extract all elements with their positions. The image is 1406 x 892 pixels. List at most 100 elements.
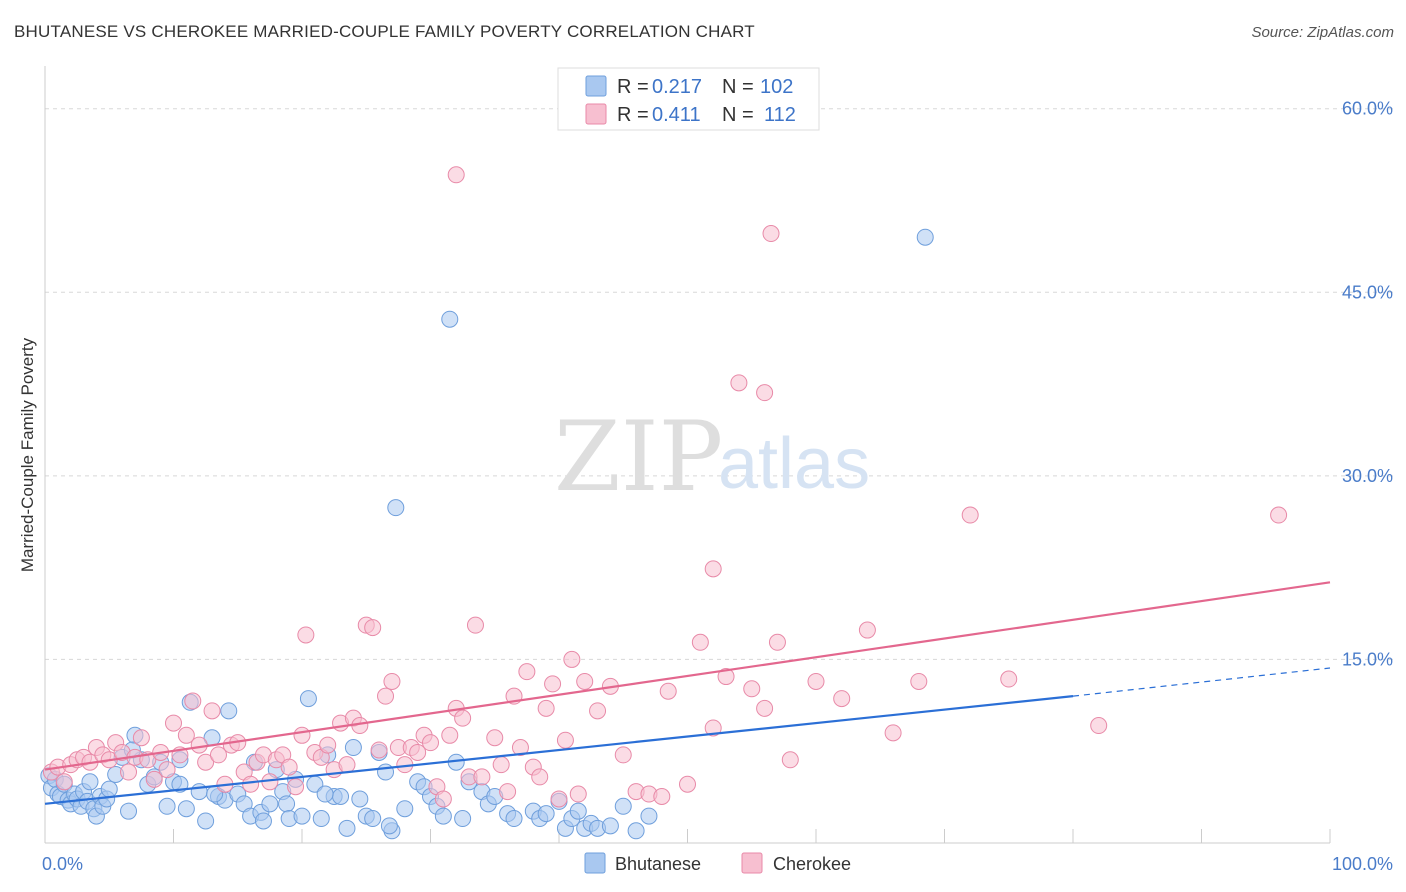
point-cherokee bbox=[441, 726, 459, 744]
point-cherokee bbox=[158, 761, 176, 779]
bottom-legend-label-bhutanese: Bhutanese bbox=[615, 854, 701, 874]
point-cherokee bbox=[961, 506, 979, 524]
point-cherokee bbox=[132, 729, 150, 747]
point-cherokee bbox=[518, 663, 536, 681]
x-tick-label: 0.0% bbox=[42, 854, 83, 874]
legend-r-value-cherokee: 0.411 bbox=[652, 104, 701, 126]
point-bhutanese bbox=[441, 310, 459, 328]
point-cherokee bbox=[499, 783, 517, 801]
point-bhutanese bbox=[505, 810, 523, 828]
point-cherokee bbox=[486, 729, 504, 747]
point-bhutanese bbox=[344, 739, 362, 757]
point-cherokee bbox=[370, 741, 388, 759]
point-cherokee bbox=[203, 702, 221, 720]
point-bhutanese bbox=[380, 817, 398, 835]
legend-n-label-cherokee: N = bbox=[722, 104, 754, 126]
legend-r-label-cherokee: R = bbox=[617, 104, 649, 126]
legend-n-value-cherokee: 112 bbox=[764, 104, 796, 126]
trendline-cherokee bbox=[44, 581, 1331, 771]
point-cherokee bbox=[756, 384, 774, 402]
bottom-legend-swatch-cherokee bbox=[741, 852, 763, 874]
axes-layer: 15.0% 30.0% 45.0% 60.0% 0.0% 100.0% bbox=[42, 66, 1393, 874]
point-cherokee bbox=[704, 719, 722, 737]
point-bhutanese bbox=[197, 812, 215, 830]
point-cherokee bbox=[1270, 506, 1288, 524]
trend-layer bbox=[44, 581, 1331, 805]
point-bhutanese bbox=[614, 797, 632, 815]
point-cherokee bbox=[717, 668, 735, 686]
bottom-legend: Bhutanese Cherokee bbox=[584, 852, 851, 874]
point-cherokee bbox=[550, 790, 568, 808]
point-cherokee bbox=[768, 633, 786, 651]
point-bhutanese bbox=[312, 810, 330, 828]
point-cherokee bbox=[422, 734, 439, 752]
y-tick-label: 45.0% bbox=[1342, 282, 1393, 302]
point-bhutanese bbox=[351, 790, 369, 808]
point-bhutanese bbox=[434, 807, 452, 825]
point-cherokee bbox=[293, 726, 311, 744]
point-bhutanese bbox=[261, 795, 279, 813]
legend-swatch-cherokee bbox=[585, 103, 607, 125]
point-bhutanese bbox=[640, 807, 658, 825]
point-cherokee bbox=[531, 768, 549, 786]
legend-n-label-bhutanese: N = bbox=[722, 76, 754, 98]
point-cherokee bbox=[287, 778, 305, 796]
point-cherokee bbox=[319, 736, 337, 754]
point-cherokee bbox=[466, 616, 484, 634]
watermark: ZIP atlas bbox=[554, 401, 870, 513]
point-cherokee bbox=[242, 775, 260, 793]
point-bhutanese bbox=[316, 785, 334, 803]
point-cherokee bbox=[184, 692, 202, 710]
point-cherokee bbox=[383, 672, 401, 690]
point-cherokee bbox=[544, 675, 562, 693]
point-bhutanese bbox=[158, 797, 176, 815]
point-cherokee bbox=[447, 166, 465, 184]
y-tick-label: 30.0% bbox=[1342, 466, 1393, 486]
point-cherokee bbox=[743, 680, 761, 698]
point-cherokee bbox=[556, 731, 574, 749]
legend-n-value-bhutanese: 102 bbox=[760, 76, 793, 98]
point-bhutanese bbox=[220, 702, 238, 720]
point-bhutanese bbox=[293, 807, 311, 825]
point-bhutanese bbox=[377, 763, 395, 781]
chart-title: BHUTANESE VS CHEROKEE MARRIED-COUPLE FAM… bbox=[14, 22, 755, 41]
point-cherokee bbox=[691, 633, 709, 651]
point-bhutanese bbox=[338, 819, 356, 837]
point-cherokee bbox=[473, 768, 491, 786]
legend-swatch-bhutanese bbox=[585, 75, 607, 97]
point-cherokee bbox=[297, 626, 315, 644]
point-cherokee bbox=[653, 787, 671, 805]
point-cherokee bbox=[576, 672, 594, 690]
point-cherokee bbox=[165, 714, 182, 732]
point-cherokee bbox=[807, 672, 825, 690]
point-bhutanese bbox=[177, 800, 195, 818]
point-bhutanese bbox=[81, 773, 99, 791]
point-cherokee bbox=[833, 690, 851, 708]
point-cherokee bbox=[190, 736, 208, 754]
point-cherokee bbox=[120, 763, 138, 781]
bottom-legend-label-cherokee: Cherokee bbox=[773, 854, 851, 874]
point-bhutanese bbox=[569, 802, 587, 820]
point-cherokee bbox=[492, 756, 510, 774]
point-cherokee bbox=[209, 746, 227, 764]
grid-layer bbox=[45, 108, 1395, 660]
bottom-legend-swatch-bhutanese bbox=[584, 852, 606, 874]
point-cherokee bbox=[1000, 670, 1018, 688]
points-layer bbox=[40, 166, 1288, 840]
point-bhutanese bbox=[364, 810, 382, 828]
point-cherokee bbox=[55, 773, 73, 791]
point-cherokee bbox=[338, 756, 356, 774]
watermark-atlas: atlas bbox=[718, 424, 870, 504]
point-cherokee bbox=[762, 225, 780, 243]
watermark-zip: ZIP bbox=[554, 401, 723, 513]
trendline-extension-bhutanese bbox=[1072, 667, 1331, 697]
point-bhutanese bbox=[100, 780, 118, 798]
legend-r-value-bhutanese: 0.217 bbox=[652, 76, 702, 98]
point-cherokee bbox=[679, 775, 696, 793]
point-cherokee bbox=[563, 650, 581, 668]
legend-r-label-bhutanese: R = bbox=[617, 76, 649, 98]
point-cherokee bbox=[409, 743, 427, 761]
point-cherokee bbox=[177, 726, 195, 744]
point-cherokee bbox=[537, 699, 555, 717]
